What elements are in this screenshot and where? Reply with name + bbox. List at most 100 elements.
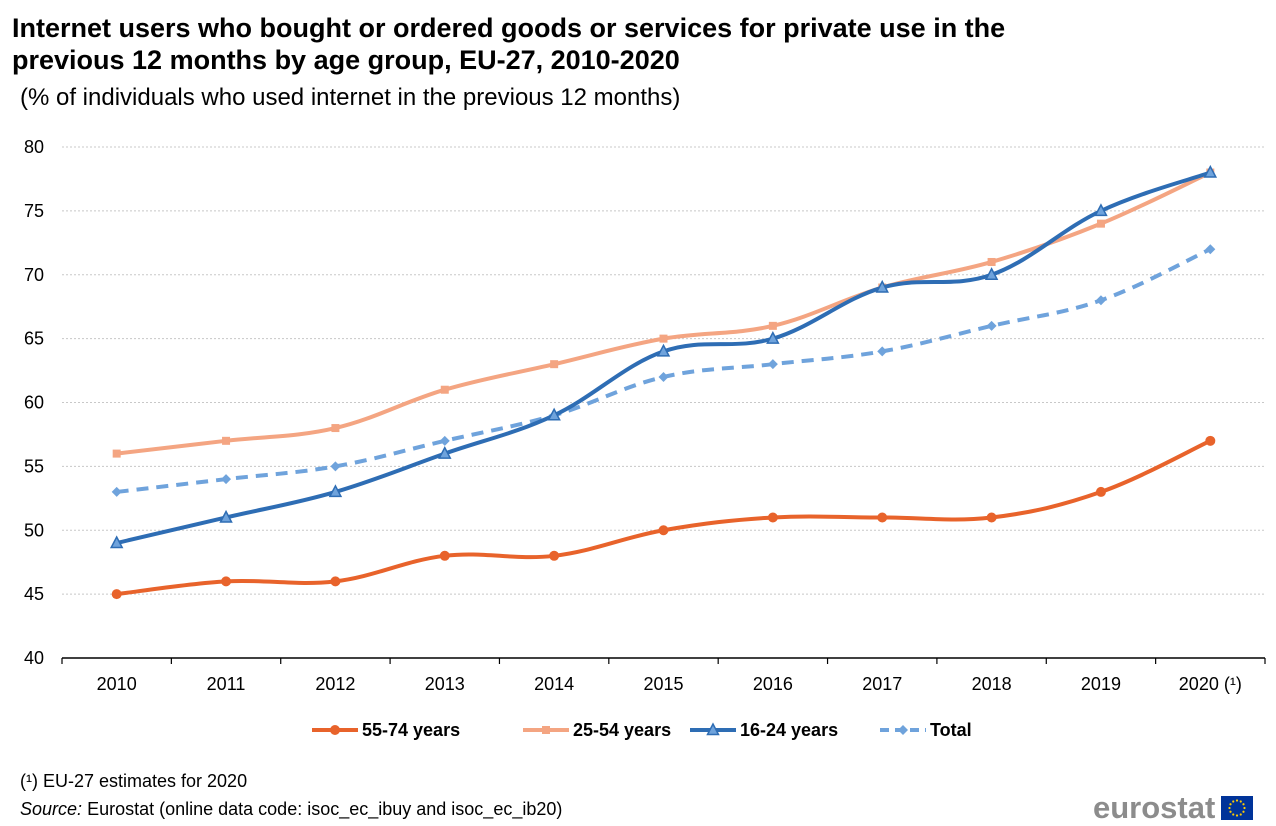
data-point [439, 435, 450, 446]
series-group [109, 164, 1218, 600]
data-point [1094, 203, 1108, 217]
legend-label: Total [930, 720, 972, 740]
data-point [111, 486, 122, 497]
flag-star [1229, 803, 1232, 806]
data-point [112, 449, 121, 458]
data-point [768, 321, 777, 330]
chart-title: Internet users who bought or ordered goo… [12, 13, 1006, 75]
data-point [547, 407, 561, 421]
legend-marker [542, 726, 550, 734]
data-point [658, 371, 669, 382]
y-tick-label: 50 [24, 520, 44, 540]
series-line [114, 170, 1213, 546]
y-axis: 40 45 50 55 60 65 70 75 80 [24, 137, 44, 668]
data-point [331, 424, 340, 433]
flag-star [1232, 813, 1235, 816]
source-label: Source: [20, 799, 83, 819]
flag-star [1243, 806, 1246, 810]
data-point [109, 535, 124, 549]
data-point [877, 346, 888, 357]
chart-subtitle: (% of individuals who used internet in t… [20, 84, 681, 111]
flag-star [1229, 810, 1232, 813]
footnote: (¹) EU-27 estimates for 2020 [20, 771, 248, 791]
data-point [1203, 164, 1218, 178]
data-point [1096, 219, 1105, 228]
y-tick-label: 45 [24, 584, 44, 604]
y-tick-label: 65 [24, 329, 44, 349]
flag-star [1232, 800, 1235, 803]
x-tick-label: 2015 [643, 674, 683, 694]
flag-star [1242, 810, 1245, 813]
x-tick-label: 2010 [97, 674, 137, 694]
data-point [440, 385, 449, 394]
flag-star [1236, 799, 1239, 802]
series-16-24-years [109, 164, 1218, 549]
x-tick-label: 2011 [207, 674, 246, 694]
series-line [114, 438, 1213, 597]
data-point [330, 461, 341, 472]
source-text: Eurostat (online data code: isoc_ec_ibuy… [87, 799, 563, 819]
x-tick-label: 2016 [753, 674, 793, 694]
data-point [330, 576, 341, 587]
data-point [658, 525, 669, 536]
flag-star [1239, 800, 1243, 803]
data-point [1205, 244, 1216, 255]
x-tick-label: 2018 [972, 674, 1012, 694]
data-point [1095, 295, 1106, 306]
y-tick-label: 55 [24, 456, 44, 476]
series-total [111, 244, 1216, 497]
y-tick-label: 80 [24, 137, 44, 157]
x-tick-label: 2013 [425, 674, 465, 694]
x-tick-label: 2012 [315, 674, 355, 694]
series-line [116, 247, 1212, 494]
logo-text: eurostat [1093, 790, 1216, 825]
data-point [549, 550, 560, 561]
x-tick-label: 2020 (¹) [1179, 674, 1242, 694]
data-point [986, 512, 997, 523]
flag-star [1228, 806, 1231, 810]
legend-marker [330, 725, 340, 735]
legend-marker [706, 722, 720, 736]
flag-star [1239, 813, 1243, 816]
data-point [221, 474, 232, 485]
data-point [550, 360, 559, 369]
source-note: Source: Eurostat (online data code: isoc… [20, 798, 562, 820]
data-point [659, 334, 668, 343]
data-point [656, 343, 671, 357]
legend-label: 25-54 years [573, 720, 671, 740]
data-point [767, 359, 778, 370]
legend-marker [898, 725, 908, 735]
legend-label: 55-74 years [362, 720, 460, 740]
data-point [439, 550, 450, 561]
x-tick-label: 2014 [534, 674, 574, 694]
y-tick-label: 40 [24, 648, 44, 668]
data-point [875, 279, 889, 293]
data-point [986, 320, 997, 331]
data-point [877, 512, 888, 523]
data-point [111, 589, 122, 600]
data-point [438, 445, 452, 459]
data-point [766, 331, 780, 344]
data-point [987, 257, 996, 266]
data-point [1095, 486, 1106, 497]
flag-star [1236, 814, 1239, 817]
data-point [767, 512, 778, 523]
y-tick-label: 70 [24, 265, 44, 285]
data-point [222, 436, 231, 445]
data-point [1205, 435, 1216, 446]
legend-label: 16-24 years [740, 720, 838, 740]
x-tick-label: 2019 [1081, 674, 1121, 694]
x-axis: 2010 2011 2012 2013 2014 2015 2016 2017 2018 2019… [61, 657, 1266, 694]
flag-star [1242, 803, 1245, 806]
eurostat-logo: eurostat [1093, 790, 1254, 826]
series-25-54-years [112, 168, 1215, 458]
data-point [984, 267, 999, 280]
eu-flag-icon [1221, 796, 1254, 820]
y-tick-label: 75 [24, 201, 44, 221]
series-55-74-years [111, 435, 1216, 600]
data-point [219, 509, 233, 523]
data-point [328, 484, 343, 498]
y-tick-label: 60 [24, 393, 44, 413]
data-point [221, 576, 232, 587]
legend: 55-74 years 25-54 years 16-24 years Total [312, 720, 972, 740]
